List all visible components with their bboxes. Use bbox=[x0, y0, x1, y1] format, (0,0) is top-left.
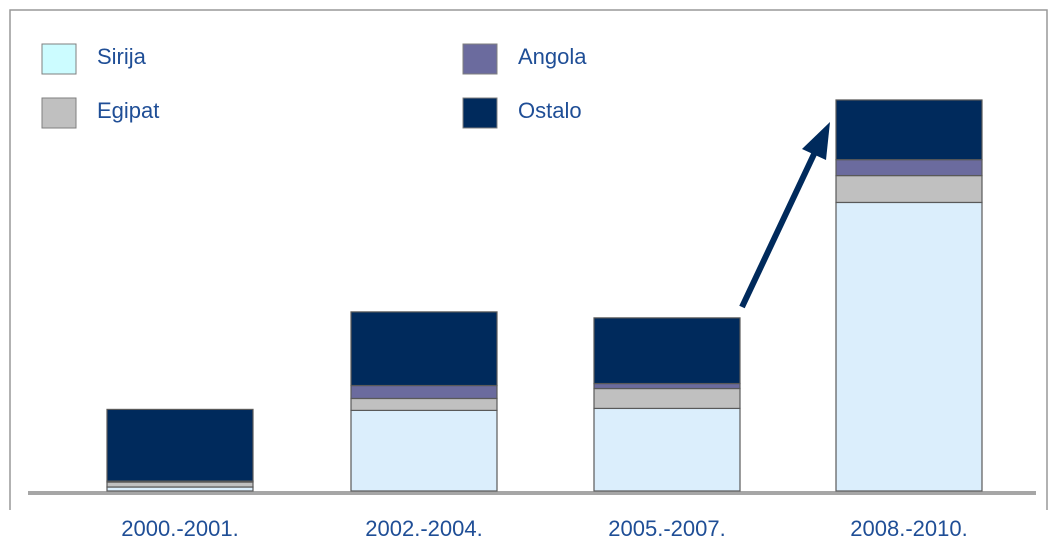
bar-segment bbox=[593, 317, 741, 385]
x-tick-label: 2008.-2010. bbox=[850, 516, 967, 541]
bar-segment bbox=[835, 159, 983, 177]
bar-segment bbox=[835, 201, 983, 492]
legend-swatch bbox=[462, 97, 498, 129]
bar-segment bbox=[835, 174, 983, 204]
x-tick-label: 2005.-2007. bbox=[608, 516, 725, 541]
legend-label: Sirija bbox=[97, 44, 147, 69]
bar-segment bbox=[350, 397, 498, 412]
frame bbox=[9, 9, 1048, 510]
bar-segment bbox=[350, 384, 498, 400]
arrow-head bbox=[802, 122, 830, 160]
x-tick-label: 2000.-2001. bbox=[121, 516, 238, 541]
bar-segment bbox=[106, 408, 254, 482]
arrow-shaft bbox=[739, 150, 818, 309]
bar-segment bbox=[106, 481, 254, 488]
legend-swatch bbox=[41, 43, 77, 75]
bar-segment bbox=[350, 409, 498, 492]
legend-swatch bbox=[462, 43, 498, 75]
legend-label: Angola bbox=[518, 44, 587, 69]
bar-segment bbox=[350, 311, 498, 387]
legend-swatch bbox=[41, 97, 77, 129]
bar-segment bbox=[593, 382, 741, 390]
legend-label: Ostalo bbox=[518, 98, 582, 123]
bar-segment bbox=[593, 407, 741, 492]
bar-segment bbox=[835, 99, 983, 161]
bar-segment bbox=[593, 387, 741, 410]
x-tick-label: 2002.-2004. bbox=[365, 516, 482, 541]
legend-label: Egipat bbox=[97, 98, 159, 123]
